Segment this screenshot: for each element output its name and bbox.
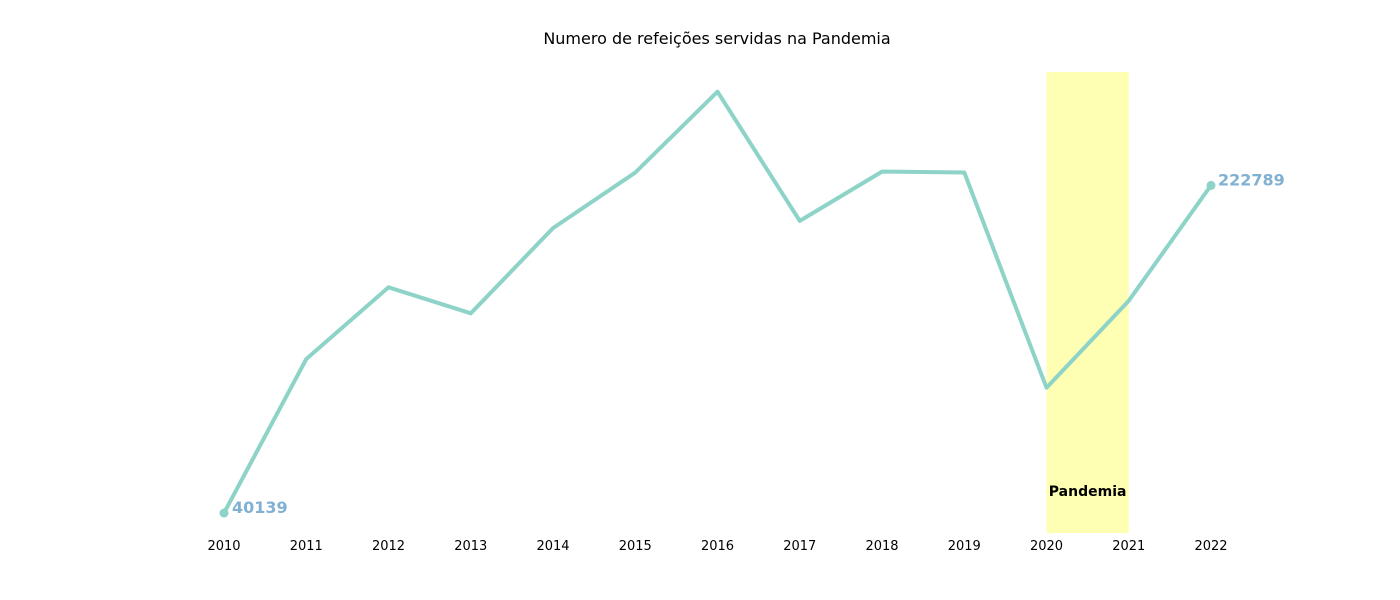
x-tick-label: 2017 [783,539,816,554]
pandemic-band-label: Pandemia [1049,484,1127,500]
x-tick-label: 2010 [207,539,240,554]
end-point-marker [1206,180,1216,190]
start-point-marker [219,508,229,518]
x-tick-label: 2016 [701,539,734,554]
x-tick-label: 2011 [290,539,323,554]
x-tick-label: 2014 [536,539,569,554]
x-tick-label: 2018 [865,539,898,554]
series-group [222,89,1213,514]
end-labels-group: 40139 222789 [219,170,1285,518]
x-tick-label: 2022 [1194,539,1227,554]
x-tick-label: 2021 [1112,539,1145,554]
x-axis: 2010 2011 2012 2013 2014 2015 2016 2017 2018 2019… [207,539,1227,554]
x-tick-label: 2015 [619,539,652,554]
series-line [222,89,1213,514]
x-tick-label: 2012 [372,539,405,554]
pandemic-band [1046,72,1129,533]
start-value-label: 40139 [232,498,288,517]
chart-title: Numero de refeições servidas na Pandemia [543,29,890,48]
x-tick-label: 2019 [948,539,981,554]
x-tick-label: 2020 [1030,539,1063,554]
end-value-label: 222789 [1218,170,1285,189]
highlight-band-group: Pandemia [1046,72,1129,533]
x-tick-label: 2013 [454,539,487,554]
